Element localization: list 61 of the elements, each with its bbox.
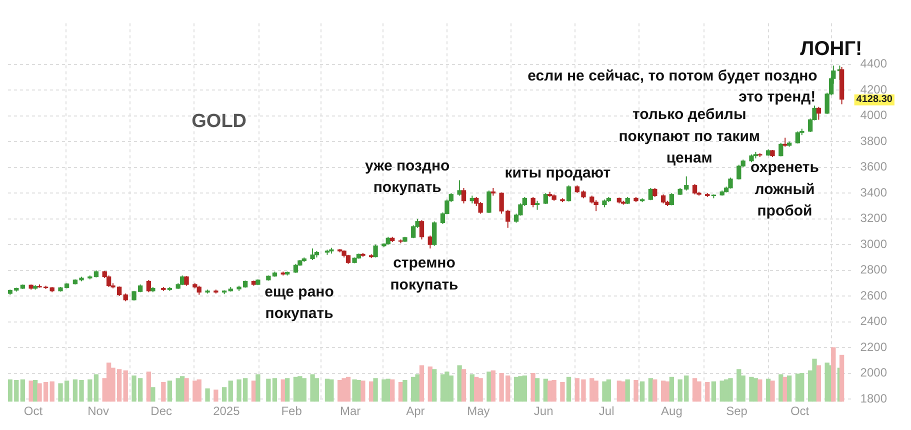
annotation: 4128.30 bbox=[856, 94, 893, 106]
annotation: еще рано покупать bbox=[264, 283, 334, 322]
x-tick-label: Nov bbox=[88, 404, 109, 418]
candlestick bbox=[660, 194, 666, 204]
y-tick-label: 3200 bbox=[860, 211, 888, 226]
x-tick-label: Jun bbox=[534, 404, 554, 418]
candlestick bbox=[534, 200, 540, 210]
candlestick bbox=[106, 274, 112, 288]
candlestick bbox=[184, 276, 189, 286]
annotation: стремно покупать bbox=[390, 254, 458, 294]
candlestick bbox=[196, 285, 202, 296]
x-tick-label: Feb bbox=[281, 404, 302, 418]
annotation: если не сейчас, то потом будет поздно bbox=[528, 67, 818, 84]
y-tick-label: 2000 bbox=[860, 366, 888, 380]
annotation: ЛОНГ! bbox=[800, 38, 862, 60]
y-tick-label: 2400 bbox=[860, 314, 888, 328]
text: GOLD bbox=[192, 110, 247, 132]
candlestick bbox=[543, 192, 548, 205]
candlestick bbox=[486, 190, 492, 214]
candlestick bbox=[594, 200, 598, 212]
y-tick-label: 3000 bbox=[860, 236, 888, 251]
y-tick-label: 3800 bbox=[860, 134, 888, 148]
x-tick-label: 2025 bbox=[213, 404, 240, 418]
candlestick bbox=[648, 187, 654, 201]
x-tick-label: Oct bbox=[24, 404, 44, 418]
y-tick-label: 2800 bbox=[860, 262, 888, 277]
annotation: уже поздно покупать bbox=[365, 157, 450, 196]
y-tick-label: 4400 bbox=[860, 56, 888, 71]
candlestick bbox=[310, 248, 315, 261]
x-tick-label: Aug bbox=[661, 404, 682, 418]
x-tick-label: Dec bbox=[150, 404, 172, 418]
y-tick-label: 4000 bbox=[860, 108, 888, 122]
x-tick-label: Apr bbox=[406, 404, 425, 418]
candlestick bbox=[419, 220, 424, 240]
y-tick-label: 2600 bbox=[860, 288, 888, 302]
candlestick bbox=[432, 220, 437, 246]
x-tick-label: Sep bbox=[726, 404, 748, 418]
y-tick-label: 3600 bbox=[860, 160, 888, 174]
candlestick bbox=[778, 142, 784, 157]
candlestick bbox=[373, 244, 378, 258]
y-tick-label: 1800 bbox=[860, 391, 888, 406]
annotation: это тренд! bbox=[738, 88, 816, 106]
y-tick-label: 4200 bbox=[860, 82, 888, 96]
candlestick bbox=[566, 184, 572, 202]
candlestick bbox=[293, 263, 298, 274]
candlestick bbox=[457, 180, 462, 196]
candlestick bbox=[692, 184, 698, 195]
x-tick-label: Mar bbox=[340, 404, 361, 418]
candlestick bbox=[461, 187, 466, 204]
candlestick bbox=[795, 130, 800, 144]
candlestick bbox=[530, 196, 536, 208]
candlestick bbox=[669, 192, 674, 206]
y-tick-label: 3400 bbox=[860, 185, 888, 200]
candlestick bbox=[816, 106, 822, 120]
candlestick bbox=[652, 187, 658, 198]
candlestick bbox=[146, 279, 152, 293]
x-tick-label: May bbox=[467, 404, 490, 418]
x-tick-label: Oct bbox=[790, 404, 810, 418]
x-tick-label: Jul bbox=[598, 404, 614, 418]
annotation: киты продают bbox=[504, 164, 611, 182]
y-tick-label: 2200 bbox=[860, 340, 888, 354]
